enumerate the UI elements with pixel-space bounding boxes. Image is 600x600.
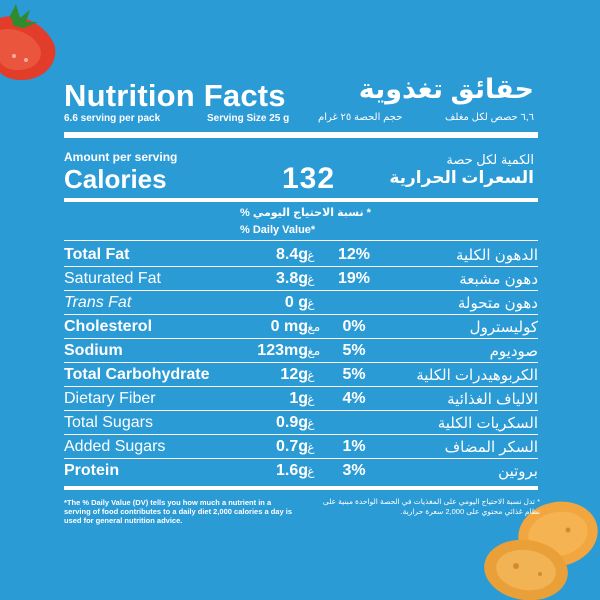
row-divider [64,386,538,387]
nutrient-row-trans-fat: Trans Fat 0 g غ/ دهون متحولة [64,290,538,314]
thick-divider [64,132,538,138]
nutrient-amount: 1g [289,390,308,407]
row-divider [64,434,538,435]
nutrient-unit-arabic: غ/ [304,272,315,286]
row-divider [64,410,538,411]
daily-value-heading-english: % Daily Value* [240,224,316,236]
nutrient-name: Protein [64,462,120,479]
calories-arabic: السعرات الحرارية [389,168,534,187]
nutrient-unit-arabic: غ/ [304,296,315,310]
nutrient-name: Added Sugars [64,438,166,455]
nutrient-unit-arabic: غ/ [304,440,315,454]
nutrient-name-arabic: السكريات الكلية [437,415,538,432]
nutrient-name-arabic: صوديوم [489,343,538,360]
nutrient-row-total-carbohydrate: Total Carbohydrate 12g غ/ 5% الكربوهيدرا… [64,362,538,386]
nutrient-name: Saturated Fat [64,270,161,287]
nutrient-amount: 3.8g [275,270,308,287]
servings-per-pack-english: 6.6 serving per pack [64,113,161,124]
nutrient-name-arabic: دهون مشبعة [459,271,538,288]
row-divider [64,290,538,291]
row-divider [64,314,538,315]
nutrient-name: Dietary Fiber [64,390,156,407]
nutrient-daily-percent: 12% [337,246,371,263]
serving-size-arabic: حجم الحصة ٢٥ غرام [318,112,403,123]
nutrient-name-arabic: الدهون الكلية [455,247,538,264]
tomato-slice-image [0,4,56,80]
amount-per-serving-arabic: الكمية لكل حصة [446,152,534,167]
nutrient-row-sodium: Sodium 123mg مغ/ 5% صوديوم [64,338,538,362]
amount-per-serving-label: Amount per serving [64,150,178,164]
nutrient-amount: 8.4g [275,246,308,263]
nutrient-unit-arabic: غ/ [304,248,315,262]
row-divider [64,458,538,459]
nutrient-unit-arabic: مغ/ [304,320,321,334]
nutrient-row-protein: Protein 1.6g غ/ 3% بروتين [64,458,538,482]
row-divider [64,362,538,363]
nutrient-name: Total Fat [64,246,130,263]
nutrient-unit-arabic: غ/ [304,464,315,478]
nutrient-daily-percent: 19% [337,270,371,287]
serving-size-english: Serving Size 25 g [207,113,290,124]
nutrient-name-arabic: بروتين [498,463,538,480]
nutrient-row-dietary-fiber: Dietary Fiber 1g غ/ 4% الالياف الغذائية [64,386,538,410]
nutrient-amount: 0.9g [275,414,308,431]
nutrient-amount: 123mg [257,342,308,359]
title-english: Nutrition Facts [64,78,286,113]
footer-divider [64,486,538,490]
footnote-english: *The % Daily Value (DV) tells you how mu… [64,498,292,525]
row-divider [64,338,538,339]
nutrient-name: Trans Fat [64,294,132,311]
nutrient-amount: 1.6g [275,462,308,479]
nutrient-row-added-sugars: Added Sugars 0.7g غ/ 1% السكر المضاف [64,434,538,458]
nutrient-name-arabic: الكربوهيدرات الكلية [416,367,538,384]
footnote-arabic: * تدل نسبة الاحتياج اليومي على المغذيات … [322,497,540,516]
nutrient-daily-percent: 0% [342,318,366,335]
nutrient-daily-percent: 3% [342,462,366,479]
title-arabic: حقائق تغذوية [358,74,534,104]
nutrient-name-arabic: كوليسترول [469,319,538,336]
nutrient-daily-percent: 4% [342,390,366,407]
nutrient-unit-arabic: غ/ [304,392,315,406]
nutrient-row-total-sugars: Total Sugars 0.9g غ/ السكريات الكلية [64,410,538,434]
nutrient-name: Total Sugars [64,414,153,431]
nutrient-row-cholesterol: Cholesterol 0 mg مغ/ 0% كوليسترول [64,314,538,338]
calories-value: 132 [282,162,336,195]
nutrient-row-saturated-fat: Saturated Fat 3.8g غ/ 19% دهون مشبعة [64,266,538,290]
nutrient-unit-arabic: غ/ [304,416,315,430]
daily-value-heading-arabic: * نسبة الاحتياج اليومي % [240,207,371,219]
nutrient-daily-percent: 5% [342,342,366,359]
nutrient-daily-percent: 1% [342,438,366,455]
nutrient-unit-arabic: غ/ [304,368,315,382]
nutrient-name-arabic: السكر المضاف [444,439,538,456]
calories-divider [64,198,538,202]
nutrient-amount: 0 g [284,294,308,311]
calories-label: Calories [64,164,167,194]
servings-per-pack-arabic: ٦,٦ حصص لكل مغلف [445,112,534,123]
nutrient-amount: 0 mg [270,318,308,335]
row-divider [64,266,538,267]
nutrient-unit-arabic: مغ/ [304,344,321,358]
potato-chips-image [484,501,598,600]
nutrient-name: Cholesterol [64,318,153,335]
nutrient-name: Sodium [64,342,123,359]
nutrient-name-arabic: دهون متحولة [457,295,538,312]
nutrient-amount: 12g [280,366,308,383]
nutrient-amount: 0.7g [275,438,308,455]
nutrient-name-arabic: الالياف الغذائية [447,391,538,408]
nutrient-name: Total Carbohydrate [64,366,210,383]
nutrient-daily-percent: 5% [342,366,366,383]
nutrient-row-total-fat: Total Fat 8.4g غ/ 12% الدهون الكلية [64,242,538,266]
row-divider [64,240,538,241]
